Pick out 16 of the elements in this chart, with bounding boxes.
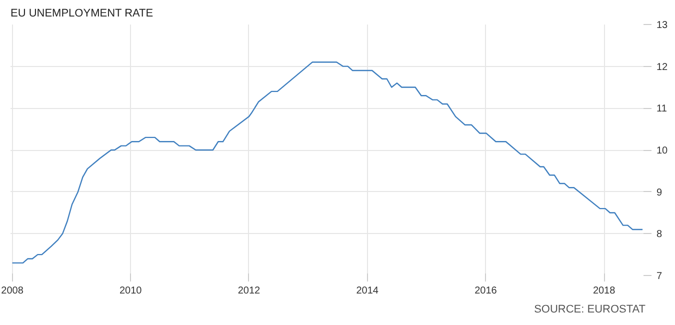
x-tick-label: 2008: [1, 286, 24, 296]
x-tick-label: 2010: [120, 286, 142, 296]
x-tick-label: 2016: [474, 286, 498, 296]
y-tick-label: 11: [656, 104, 668, 115]
chart-title: EU UNEMPLOYMENT RATE: [10, 8, 154, 20]
y-tick-label: 12: [656, 62, 668, 73]
source-note: SOURCE: EUROSTAT: [534, 304, 646, 316]
y-tick-label: 9: [656, 187, 662, 198]
x-tick-label: 2012: [238, 286, 261, 296]
y-tick-label: 8: [656, 229, 662, 240]
y-tick-label: 13: [656, 20, 668, 31]
y-tick-label: 7: [656, 271, 662, 282]
y-tick-label: 10: [656, 146, 668, 156]
x-tick-label: 2014: [356, 286, 379, 296]
line-series: [12, 62, 644, 264]
x-tick-label: 2018: [592, 286, 616, 296]
